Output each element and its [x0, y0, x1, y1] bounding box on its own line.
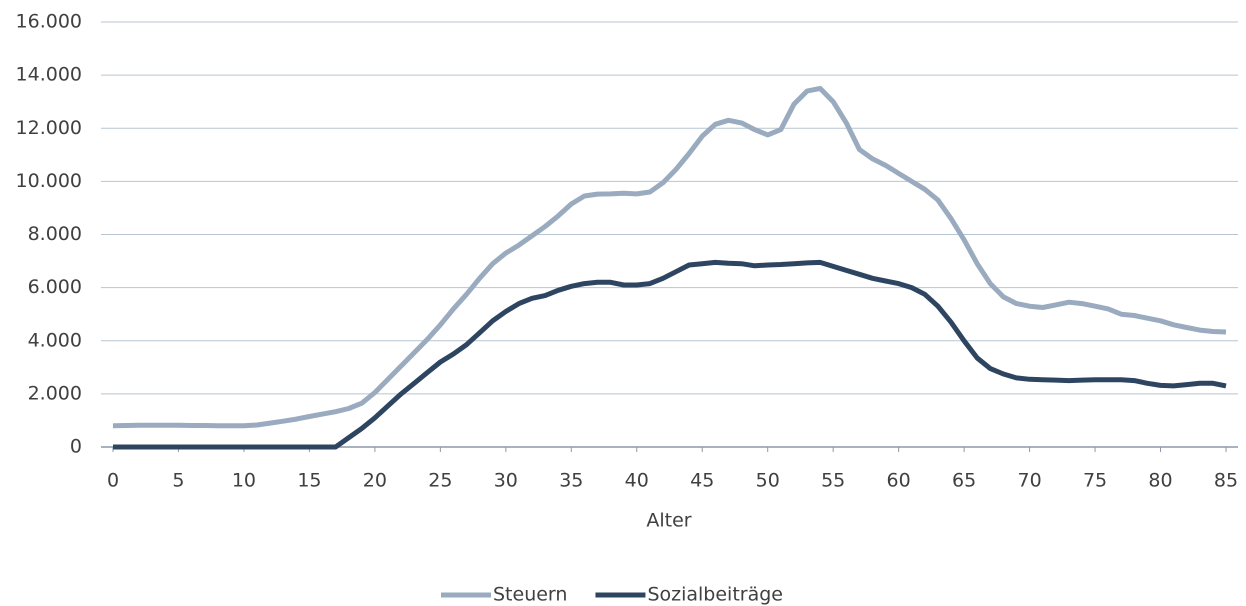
x-tick-label: 50 [756, 470, 780, 492]
y-tick-label: 12.000 [16, 117, 82, 139]
y-tick-label: 14.000 [16, 64, 82, 86]
x-tick-label: 80 [1148, 470, 1172, 492]
x-tick-label: 10 [232, 470, 256, 492]
y-tick-label: 16.000 [16, 11, 82, 33]
x-tick-label: 45 [690, 470, 714, 492]
x-tick-label: 5 [172, 470, 184, 492]
x-tick-label: 65 [952, 470, 976, 492]
legend-label: Sozialbeiträge [647, 584, 783, 606]
series-line [113, 259, 1227, 450]
x-tick-label: 70 [1017, 470, 1041, 492]
x-tick-label: 55 [821, 470, 845, 492]
legend-label: Steuern [493, 584, 567, 606]
x-tick-label: 35 [559, 470, 583, 492]
y-tick-label: 8.000 [28, 223, 82, 245]
series-line [112, 85, 1227, 429]
x-tick-label: 25 [428, 470, 452, 492]
y-tick-label: 2.000 [28, 382, 82, 404]
x-tick-label: 85 [1214, 470, 1238, 492]
x-axis-title: Alter [646, 510, 691, 532]
x-tick-label: 60 [887, 470, 911, 492]
x-tick-label: 40 [625, 470, 649, 492]
y-tick-label: 4.000 [28, 329, 82, 351]
x-tick-label: 20 [363, 470, 387, 492]
y-tick-label: 0 [70, 436, 82, 458]
y-tick-label: 10.000 [16, 170, 82, 192]
y-tick-label: 6.000 [28, 276, 82, 298]
x-tick-label: 30 [494, 470, 518, 492]
x-tick-label: 0 [107, 470, 119, 492]
x-tick-label: 75 [1083, 470, 1107, 492]
x-tick-label: 15 [297, 470, 321, 492]
